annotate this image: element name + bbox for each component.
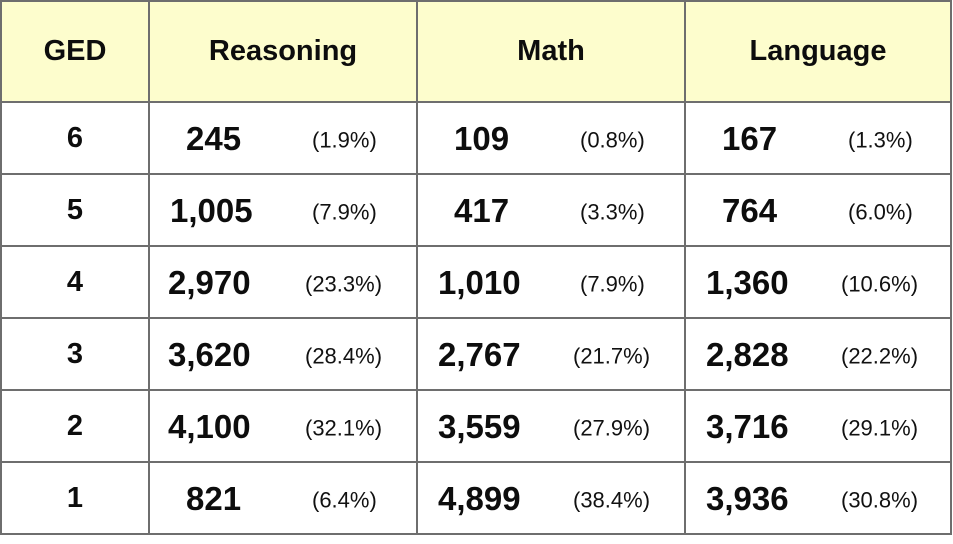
math-count: 3,559 bbox=[438, 407, 521, 445]
math-count: 417 bbox=[454, 191, 510, 229]
language-cell: 2,828 (22.2%) bbox=[684, 317, 952, 391]
math-count: 109 bbox=[454, 119, 510, 157]
math-pct: (0.8%) bbox=[580, 127, 645, 153]
math-count: 4,899 bbox=[438, 479, 521, 517]
header-language: Language bbox=[684, 0, 952, 103]
ged-level: 5 bbox=[0, 173, 150, 247]
header-reasoning: Reasoning bbox=[148, 0, 418, 103]
reasoning-count: 245 bbox=[186, 119, 242, 157]
language-count: 3,716 bbox=[706, 407, 789, 445]
language-cell: 167 (1.3%) bbox=[684, 101, 952, 175]
math-pct: (21.7%) bbox=[573, 343, 651, 369]
language-count: 2,828 bbox=[706, 335, 789, 373]
language-pct: (30.8%) bbox=[841, 487, 919, 513]
math-pct: (7.9%) bbox=[580, 271, 645, 297]
language-pct: (10.6%) bbox=[841, 271, 919, 297]
language-pct: (6.0%) bbox=[848, 199, 913, 225]
math-cell: 3,559 (27.9%) bbox=[416, 389, 686, 463]
language-pct: (29.1%) bbox=[841, 415, 919, 441]
reasoning-pct: (32.1%) bbox=[305, 415, 383, 441]
table-row: 3 3,620 (28.4%) 2,767 (21.7%) 2,828 (22.… bbox=[0, 317, 952, 391]
reasoning-count: 4,100 bbox=[168, 407, 251, 445]
language-pct: (1.3%) bbox=[848, 127, 913, 153]
language-pct: (22.2%) bbox=[841, 343, 919, 369]
math-cell: 417 (3.3%) bbox=[416, 173, 686, 247]
header-ged: GED bbox=[0, 0, 150, 103]
header-row: GED Reasoning Math Language bbox=[0, 0, 952, 103]
reasoning-cell: 4,100 (32.1%) bbox=[148, 389, 418, 463]
reasoning-count: 1,005 bbox=[170, 191, 253, 229]
math-pct: (38.4%) bbox=[573, 487, 651, 513]
language-count: 167 bbox=[722, 119, 778, 157]
language-count: 3,936 bbox=[706, 479, 789, 517]
table-row: 6 245 (1.9%) 109 (0.8%) 167 (1.3%) bbox=[0, 101, 952, 175]
table-row: 2 4,100 (32.1%) 3,559 (27.9%) 3,716 (29.… bbox=[0, 389, 952, 463]
language-cell: 1,360 (10.6%) bbox=[684, 245, 952, 319]
ged-level: 1 bbox=[0, 461, 150, 535]
reasoning-pct: (1.9%) bbox=[312, 127, 377, 153]
reasoning-pct: (28.4%) bbox=[305, 343, 383, 369]
math-count: 1,010 bbox=[438, 263, 521, 301]
reasoning-count: 821 bbox=[186, 479, 242, 517]
math-cell: 2,767 (21.7%) bbox=[416, 317, 686, 391]
math-pct: (27.9%) bbox=[573, 415, 651, 441]
reasoning-pct: (7.9%) bbox=[312, 199, 377, 225]
math-count: 2,767 bbox=[438, 335, 521, 373]
language-count: 764 bbox=[722, 191, 778, 229]
table-row: 1 821 (6.4%) 4,899 (38.4%) 3,936 (30.8%) bbox=[0, 461, 952, 535]
ged-level: 4 bbox=[0, 245, 150, 319]
table-row: 5 1,005 (7.9%) 417 (3.3%) 764 (6.0%) bbox=[0, 173, 952, 247]
reasoning-cell: 2,970 (23.3%) bbox=[148, 245, 418, 319]
reasoning-pct: (23.3%) bbox=[305, 271, 383, 297]
math-pct: (3.3%) bbox=[580, 199, 645, 225]
table-row: 4 2,970 (23.3%) 1,010 (7.9%) 1,360 (10.6… bbox=[0, 245, 952, 319]
math-cell: 1,010 (7.9%) bbox=[416, 245, 686, 319]
reasoning-count: 3,620 bbox=[168, 335, 251, 373]
ged-level: 2 bbox=[0, 389, 150, 463]
header-math: Math bbox=[416, 0, 686, 103]
language-cell: 3,936 (30.8%) bbox=[684, 461, 952, 535]
reasoning-cell: 245 (1.9%) bbox=[148, 101, 418, 175]
ged-level: 3 bbox=[0, 317, 150, 391]
reasoning-cell: 821 (6.4%) bbox=[148, 461, 418, 535]
reasoning-count: 2,970 bbox=[168, 263, 251, 301]
reasoning-cell: 1,005 (7.9%) bbox=[148, 173, 418, 247]
ged-level: 6 bbox=[0, 101, 150, 175]
reasoning-pct: (6.4%) bbox=[312, 487, 377, 513]
math-cell: 4,899 (38.4%) bbox=[416, 461, 686, 535]
reasoning-cell: 3,620 (28.4%) bbox=[148, 317, 418, 391]
language-count: 1,360 bbox=[706, 263, 789, 301]
language-cell: 764 (6.0%) bbox=[684, 173, 952, 247]
language-cell: 3,716 (29.1%) bbox=[684, 389, 952, 463]
math-cell: 109 (0.8%) bbox=[416, 101, 686, 175]
